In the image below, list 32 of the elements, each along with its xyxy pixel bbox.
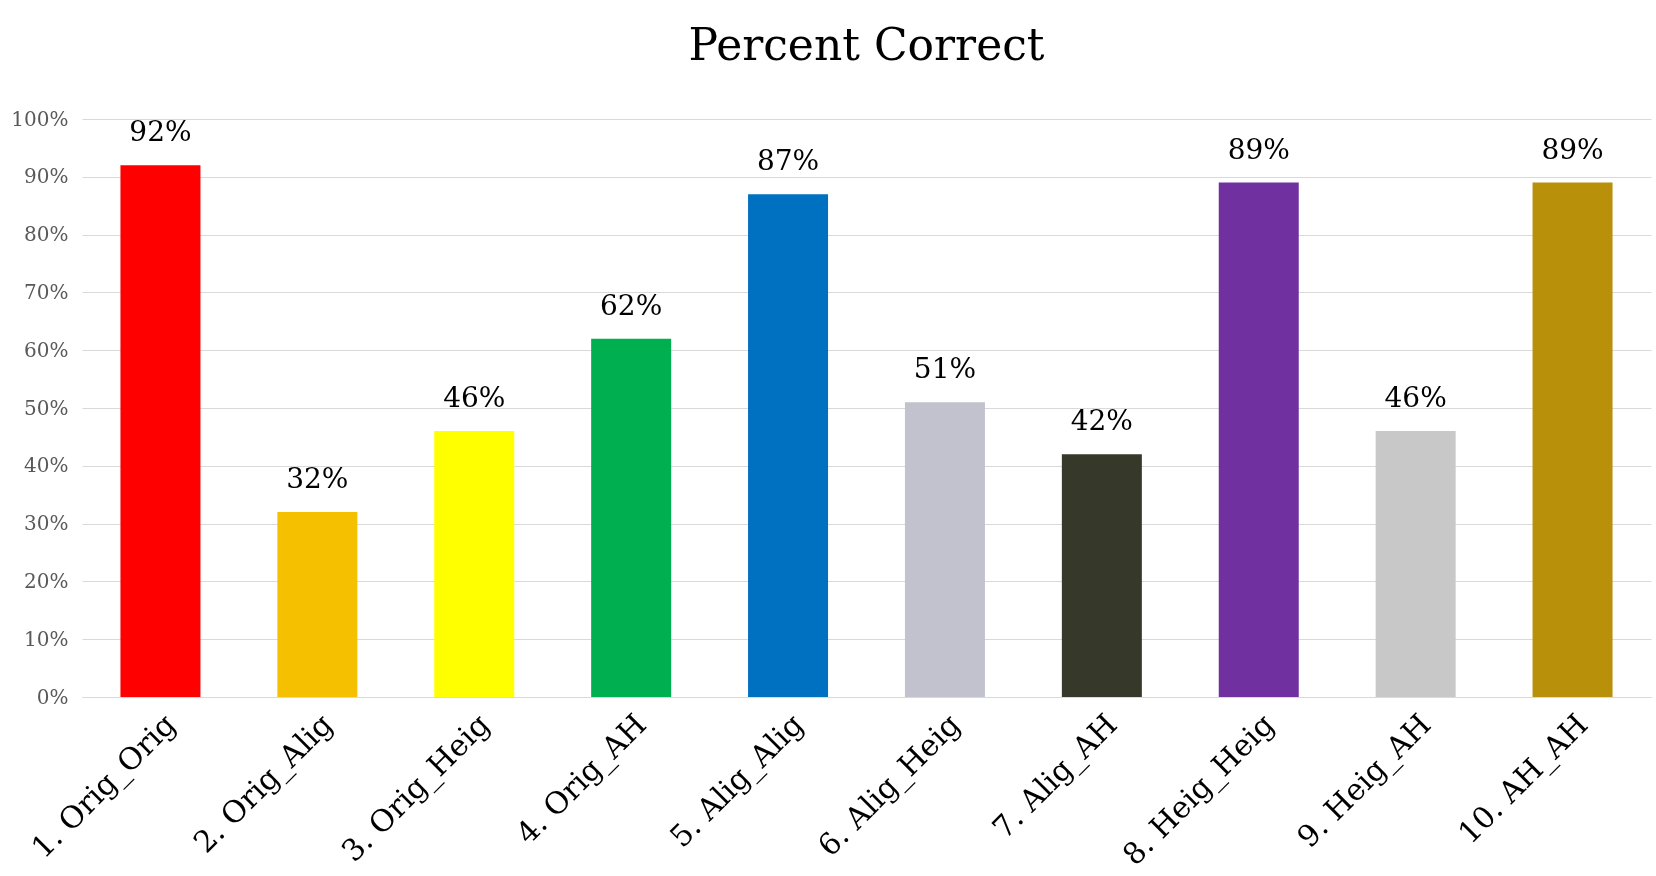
bar bbox=[1375, 431, 1456, 697]
data-label: 46% bbox=[443, 381, 506, 415]
y-tick-label: 90% bbox=[24, 164, 69, 189]
data-label: 42% bbox=[1070, 404, 1133, 438]
bar bbox=[1532, 182, 1613, 697]
y-tick-label: 30% bbox=[24, 511, 69, 536]
y-tick-label: 40% bbox=[24, 453, 69, 478]
y-tick-label: 80% bbox=[24, 222, 69, 247]
y-tick-label: 20% bbox=[24, 568, 69, 593]
y-tick-label: 70% bbox=[24, 279, 69, 304]
y-tick-label: 60% bbox=[24, 337, 69, 362]
data-label: 62% bbox=[600, 288, 663, 322]
bar bbox=[748, 194, 829, 697]
bar bbox=[1061, 454, 1142, 697]
chart-title: Percent Correct bbox=[688, 19, 1045, 70]
data-label: 89% bbox=[1227, 132, 1290, 166]
data-label: 46% bbox=[1384, 381, 1447, 415]
y-tick-label: 0% bbox=[36, 684, 69, 709]
data-label: 89% bbox=[1541, 132, 1604, 166]
bar bbox=[591, 338, 672, 697]
bar bbox=[434, 431, 515, 697]
data-label: 92% bbox=[129, 115, 192, 149]
y-tick-label: 50% bbox=[24, 395, 69, 420]
data-label: 51% bbox=[913, 352, 977, 386]
y-tick-label: 100% bbox=[11, 106, 69, 131]
data-label: 87% bbox=[756, 144, 820, 178]
bar bbox=[904, 402, 985, 697]
bar bbox=[1218, 182, 1299, 697]
y-tick-label: 10% bbox=[24, 626, 69, 651]
bar bbox=[277, 512, 358, 697]
bar bbox=[120, 165, 201, 697]
data-label: 32% bbox=[286, 462, 349, 496]
